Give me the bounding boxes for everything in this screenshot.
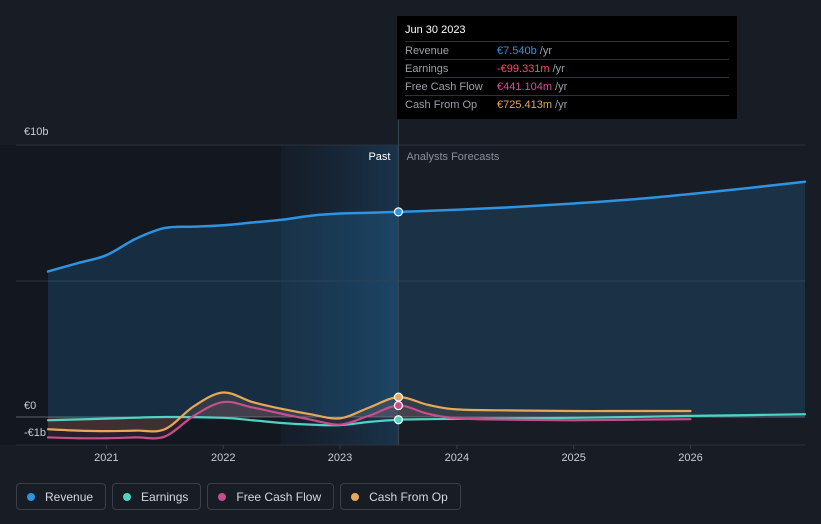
legend-item-revenue[interactable]: Revenue <box>16 483 107 510</box>
y-tick-label: €10b <box>24 126 48 138</box>
legend-dot-icon <box>123 492 132 501</box>
legend-dot-icon <box>218 492 227 501</box>
tooltip-row-label: Cash From Op <box>405 98 478 111</box>
legend-dot-icon <box>27 492 35 501</box>
legend-item-free-cash-flow[interactable]: Free Cash Flow <box>207 483 335 510</box>
tooltip-row: Revenue €7.540b/yr <box>405 41 729 59</box>
revenue-line <box>46 180 807 273</box>
y-tick-label: -€1b <box>24 427 46 439</box>
tooltip-row-label: Revenue <box>405 44 450 57</box>
tooltip: Jun 30 2023 Revenue €7.540b/yr Earnings -€9… <box>397 16 737 119</box>
earnings-marker <box>393 415 404 425</box>
tooltip-row-unit: /yr <box>555 98 568 111</box>
tooltip-date: Jun 30 2023 <box>405 24 466 36</box>
free-cash-flow-marker <box>393 400 404 411</box>
cash-from-op-marker <box>393 392 404 402</box>
revenue-marker <box>393 207 404 217</box>
legend-item-earnings[interactable]: Earnings <box>112 483 202 510</box>
tooltip-row: Cash From Op €725.413m/yr <box>405 95 729 113</box>
x-tick-label: 2024 <box>445 452 469 464</box>
tooltip-row-unit: /yr <box>539 44 552 57</box>
tooltip-row-value: €441.104m <box>497 80 553 93</box>
forecast-label: Analysts Forecasts <box>406 151 499 163</box>
legend-label: Free Cash Flow <box>236 489 322 504</box>
hover-markers <box>393 207 404 425</box>
revenue-area <box>48 181 805 417</box>
tooltip-row: Earnings -€99.331m/yr <box>405 59 729 77</box>
x-tick-label: 2025 <box>561 452 585 464</box>
series-lines <box>46 180 807 440</box>
x-tick-label: 2023 <box>328 452 352 464</box>
tooltip-row-value: €725.413m <box>497 98 553 111</box>
tooltip-row-unit: /yr <box>552 62 565 75</box>
free-cash-flow-area <box>48 401 691 439</box>
tooltip-row-unit: /yr <box>555 80 568 93</box>
legend-dot-icon <box>351 492 360 501</box>
past-label: Past <box>368 151 390 163</box>
tooltip-row-label: Earnings <box>405 62 449 75</box>
legend-item-cash-from-op[interactable]: Cash From Op <box>340 483 461 510</box>
y-tick-label: €0 <box>24 400 36 412</box>
x-tick-label: 2026 <box>678 452 702 464</box>
cash-from-op-area <box>48 392 691 432</box>
legend-label: Cash From Op <box>369 489 448 504</box>
earnings-line <box>46 413 807 427</box>
legend-label: Earnings <box>141 489 189 504</box>
tooltip-row-label: Free Cash Flow <box>405 80 483 93</box>
tooltip-row: Free Cash Flow €441.104m/yr <box>405 77 729 95</box>
tooltip-row-value: -€99.331m <box>497 62 550 75</box>
axis-labels: €10b €0 -€1b 2021 2022 2023 2024 2025 2026 <box>24 126 703 464</box>
x-tick-label: 2022 <box>211 452 235 464</box>
legend: Revenue Earnings Free Cash Flow Cash From O… <box>16 483 461 510</box>
series-fills <box>48 181 805 439</box>
legend-label: Revenue <box>45 489 94 504</box>
tooltip-row-value: €7.540b <box>497 44 537 57</box>
free-cash-flow-line <box>46 400 692 440</box>
cash-from-op-line <box>46 391 692 433</box>
past-highlight-band <box>281 145 399 445</box>
x-tick-label: 2021 <box>94 452 118 464</box>
